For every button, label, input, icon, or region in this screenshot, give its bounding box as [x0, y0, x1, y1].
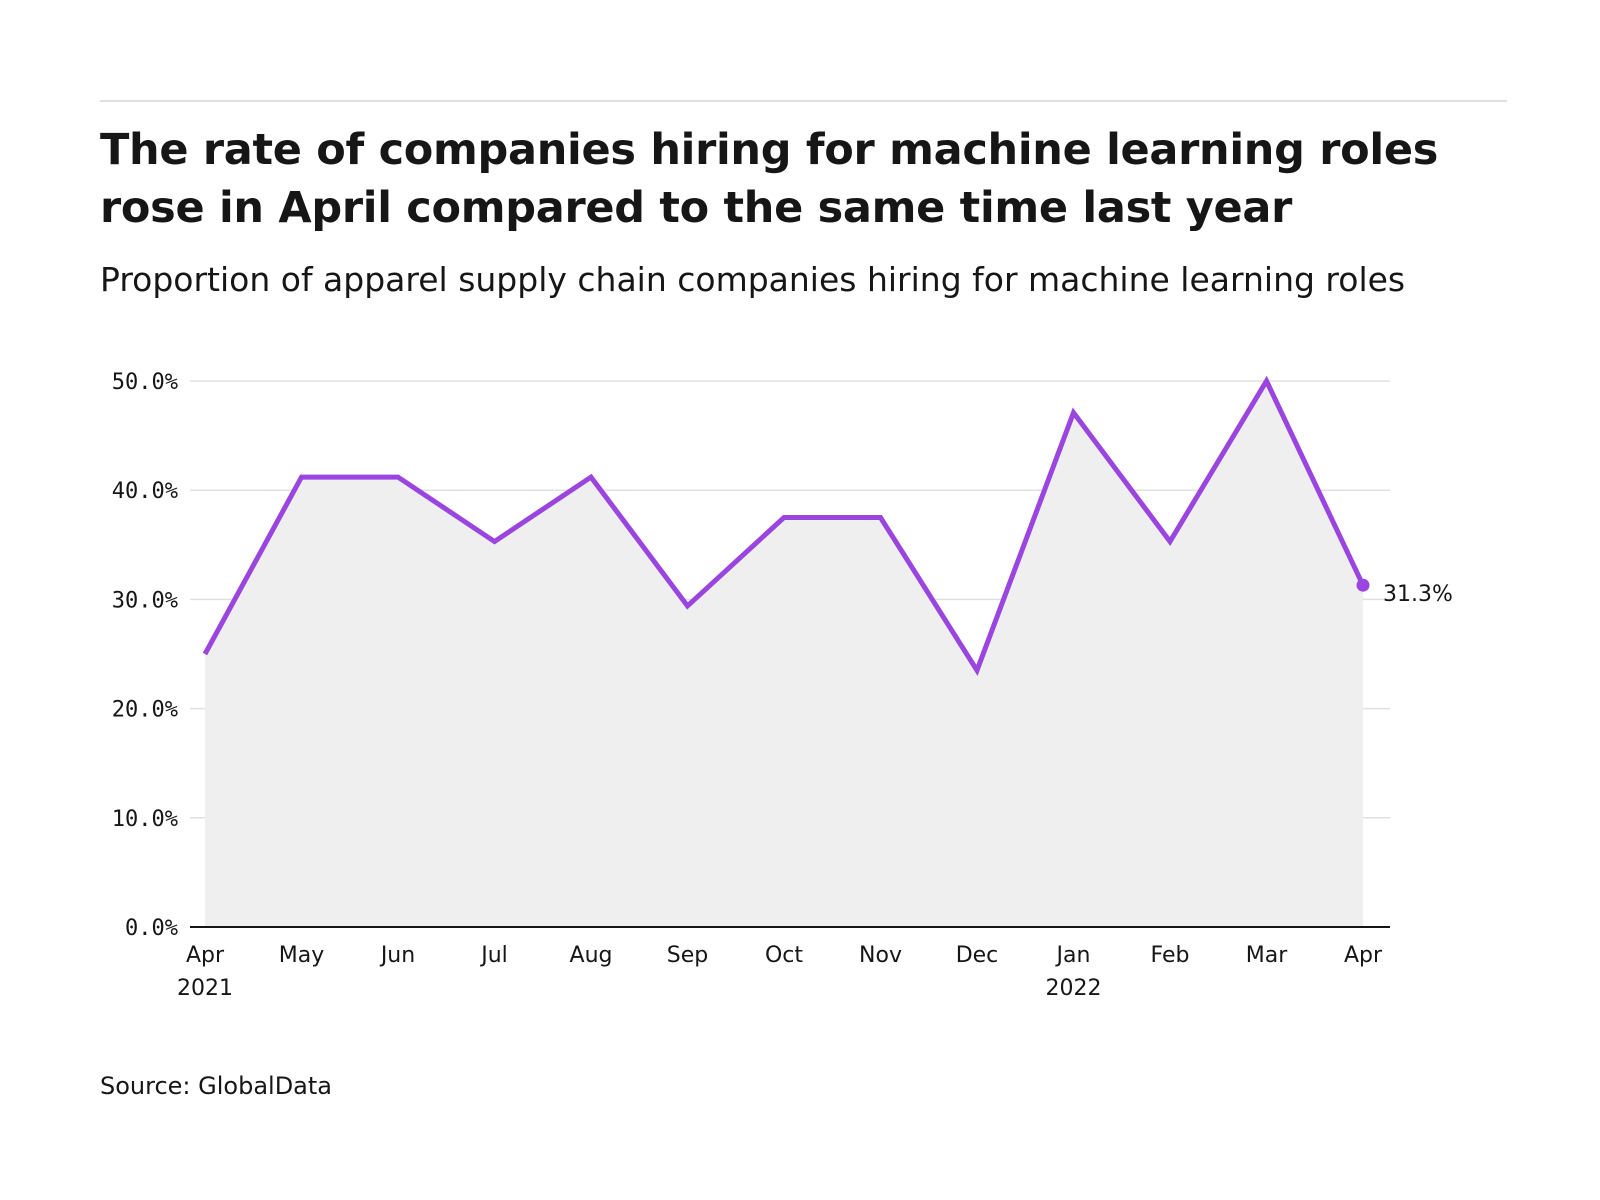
series-line-layer — [202, 375, 1370, 676]
x-tick-label: Feb — [1151, 943, 1190, 968]
x-tick-label: May — [279, 943, 324, 968]
x-axis-ticks: Apr 2021 May Jun Jul Aug Sep Oct Nov Dec Jan 2022 Fe… — [177, 943, 1383, 1001]
x-tick-year-label: 2021 — [177, 976, 233, 1001]
x-tick-label: Nov — [859, 943, 902, 968]
x-tick-label: Apr — [1344, 943, 1383, 968]
y-tick-label: 10.0% — [112, 807, 178, 832]
end-point-marker — [1356, 578, 1370, 592]
x-tick-label: Apr — [186, 943, 225, 968]
y-tick-label: 30.0% — [112, 588, 178, 613]
y-tick-label: 0.0% — [125, 916, 178, 941]
y-axis-ticks: 0.0% 10.0% 20.0% 30.0% 40.0% 50.0% — [112, 370, 178, 941]
x-tick-year-label: 2022 — [1046, 976, 1102, 1001]
x-tick-label: Aug — [570, 943, 613, 968]
source-note: Source: GlobalData — [100, 1072, 333, 1100]
y-tick-label: 40.0% — [112, 479, 178, 504]
chart-title: The rate of companies hiring for machine… — [100, 125, 1439, 233]
x-tick-label: Jan — [1055, 943, 1091, 968]
x-tick-label: Jun — [379, 943, 415, 968]
y-tick-label: 50.0% — [112, 370, 178, 395]
series-line — [202, 375, 1366, 676]
data-labels: 31.3% — [1383, 582, 1453, 607]
line-chart: 0.0% 10.0% 20.0% 30.0% 40.0% 50.0% Apr 2021 May… — [112, 370, 1453, 1001]
y-tick-label: 20.0% — [112, 698, 178, 723]
x-tick-label: Jul — [479, 943, 508, 968]
x-tick-label: Sep — [667, 943, 708, 968]
x-tick-label: Mar — [1246, 943, 1288, 968]
end-value-label: 31.3% — [1383, 582, 1453, 607]
chart-subtitle: Proportion of apparel supply chain compa… — [100, 260, 1406, 299]
x-tick-label: Oct — [765, 943, 803, 968]
top-divider — [100, 100, 1507, 102]
area-fill — [205, 381, 1363, 927]
x-tick-label: Dec — [956, 943, 999, 968]
area-fill-layer — [205, 381, 1363, 927]
